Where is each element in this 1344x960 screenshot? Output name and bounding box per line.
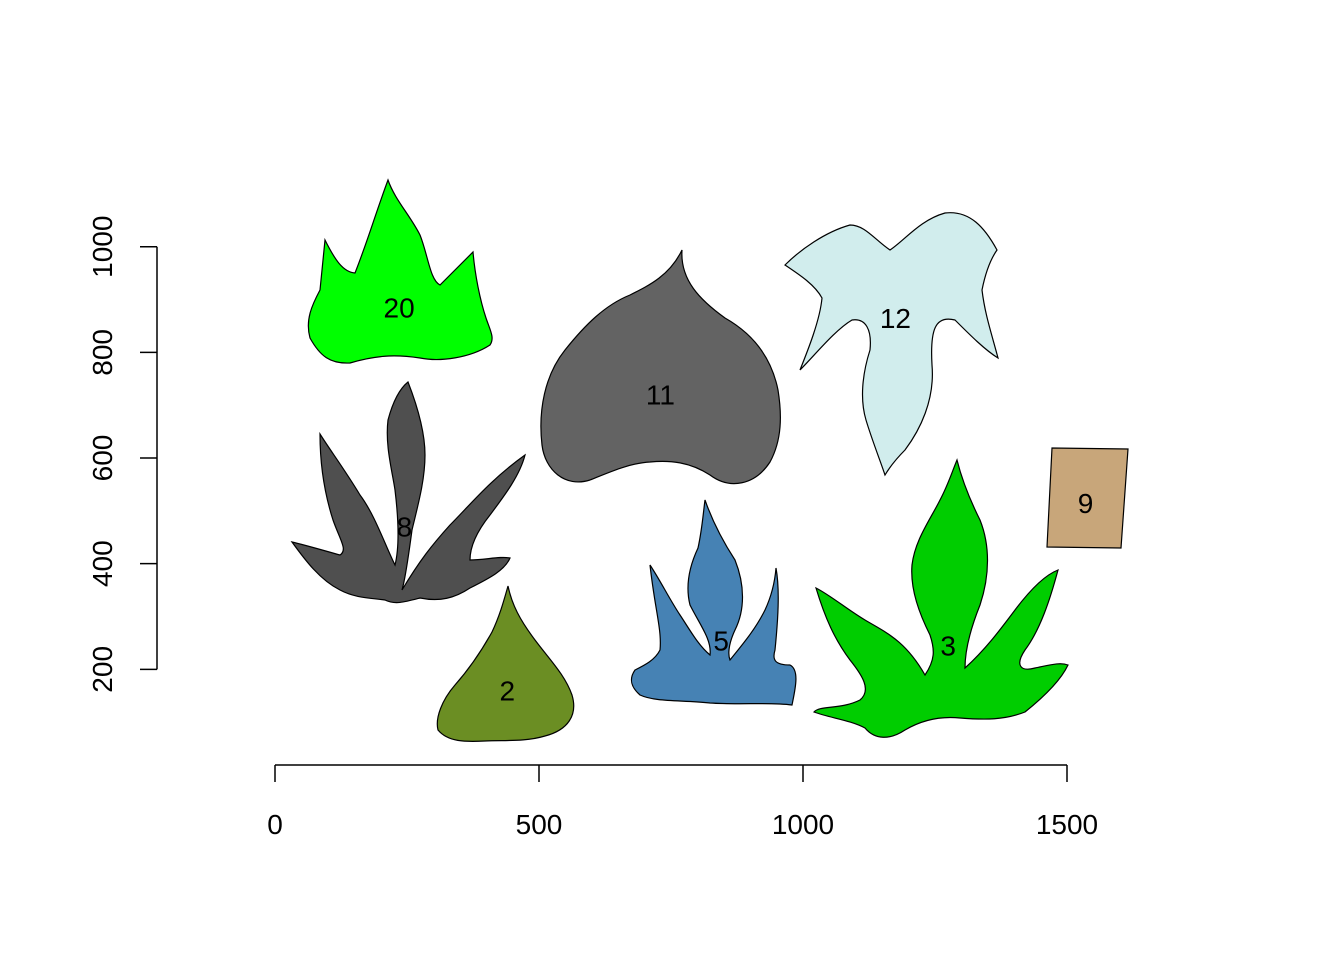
leaf-shape-8 [290,381,526,604]
shape-label-12: 12 [880,303,911,334]
shapes-layer [290,178,1129,742]
y-tick-label: 400 [87,540,118,587]
leaf-shape-20 [307,178,493,364]
y-tick-label: 1000 [87,216,118,278]
x-tick-label: 1500 [1036,809,1098,840]
leaf-shape-9 [1046,447,1129,549]
leaf-shape-11 [540,249,781,485]
shape-label-2: 2 [500,675,516,706]
shape-label-5: 5 [713,625,729,656]
leaf-shape-5 [630,499,797,706]
shape-label-8: 8 [397,512,413,543]
leaf-shape-2 [436,585,575,742]
leaf-shape-3 [812,458,1069,738]
x-tick-label: 0 [267,809,283,840]
shape-label-20: 20 [384,292,415,323]
shape-label-9: 9 [1078,488,1094,519]
x-tick-label: 500 [516,809,563,840]
shape-label-11: 11 [646,380,675,411]
axes: 0 500 1000 1500 200 400 600 800 1000 [87,216,1098,840]
y-axis-ticks: 200 400 600 800 1000 [87,216,157,693]
shape-labels: 20 11 12 8 9 2 5 3 [384,292,1094,706]
y-tick-label: 600 [87,435,118,482]
shape-label-3: 3 [940,631,956,662]
x-tick-label: 1000 [772,809,834,840]
y-tick-label: 800 [87,329,118,376]
x-axis-ticks: 0 500 1000 1500 [267,765,1098,840]
y-tick-label: 200 [87,646,118,693]
leaf-shape-12 [784,212,999,477]
